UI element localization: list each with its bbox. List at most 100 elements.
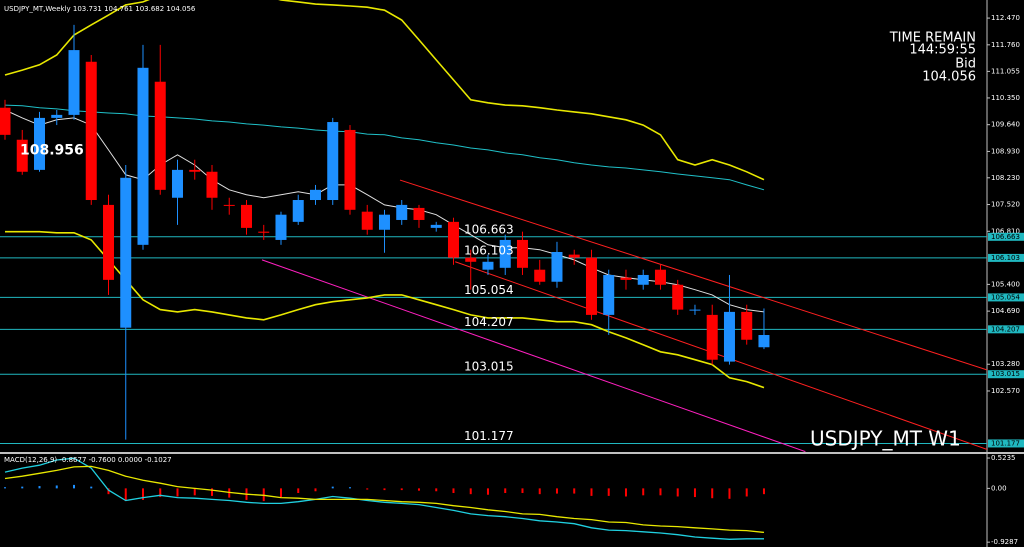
candle-body [171, 169, 183, 198]
y-tick-label: 110.350 [991, 94, 1020, 102]
y-tick-label: 0.00 [991, 484, 1007, 492]
candle-body [0, 107, 11, 135]
histogram-bar [538, 488, 541, 495]
histogram-bar [521, 488, 524, 493]
y-tick-label: 111.760 [991, 41, 1020, 49]
histogram-bar [452, 488, 455, 493]
level-box [988, 370, 1024, 379]
indicator-line [4, 109, 765, 313]
histogram-bar [504, 488, 507, 493]
y-tick-label: 102.570 [991, 387, 1020, 395]
candle-body [396, 204, 408, 220]
watermark: USDJPY_MT W1 [810, 427, 961, 451]
macd-title: MACD(12,26,9) -0.8677 -0.7600 0.0000 -0.… [4, 456, 172, 464]
time-remain: 144:59:55 [909, 43, 976, 58]
histogram-bar [383, 488, 386, 491]
candle-body [447, 221, 459, 258]
candle-body [551, 251, 563, 282]
histogram-bar [590, 488, 593, 496]
candle-body [292, 200, 304, 222]
histogram-bar [4, 487, 7, 489]
candle-body [102, 204, 114, 280]
histogram-bar [159, 488, 162, 498]
bid-label: Bid [955, 57, 976, 72]
candle-body [120, 177, 132, 328]
macd-plot [4, 457, 765, 540]
candle-body [637, 274, 649, 285]
level-axis-label: 106.103 [991, 254, 1020, 262]
main-plot [0, 0, 987, 452]
histogram-bar [728, 488, 731, 499]
indicator-line [5, 230, 765, 389]
histogram-bar [693, 488, 696, 498]
histogram-bar [573, 488, 576, 494]
candle-body [258, 231, 270, 233]
y-tick-label: -0.9287 [991, 538, 1018, 546]
y-tick-label: 0.5235 [991, 454, 1016, 462]
candle-body [534, 269, 546, 282]
histogram-bar [348, 487, 351, 489]
histogram-bar [176, 488, 179, 497]
indicator-line [4, 104, 765, 191]
histogram-bar [193, 488, 196, 496]
candle-body [516, 239, 528, 268]
y-tick-label: 105.400 [991, 280, 1020, 288]
y-tick-label: 106.810 [991, 227, 1020, 235]
candle-body [672, 284, 684, 310]
candle-body [499, 239, 511, 268]
histogram-bar [279, 488, 282, 498]
bid-value: 104.056 [922, 70, 976, 85]
histogram-bar [762, 488, 765, 495]
candle-body [465, 257, 477, 262]
candle-body [741, 311, 753, 340]
level-box [988, 325, 1024, 334]
price-marker-label: 108.956 [20, 142, 84, 158]
level-label: 106.103 [464, 243, 514, 257]
candle-body [16, 139, 28, 172]
time-remain-label: TIME REMAIN [889, 31, 976, 46]
candle-body [620, 277, 632, 280]
candle-body [361, 211, 373, 230]
level-box [988, 293, 1024, 302]
candle-body [68, 50, 80, 115]
histogram-bar [210, 488, 213, 496]
histogram-bar [55, 485, 58, 489]
candle-body [758, 335, 770, 348]
y-tick-label: 104.690 [991, 307, 1020, 315]
y-tick-label: 107.520 [991, 201, 1020, 209]
level-label: 103.015 [464, 360, 514, 374]
level-axis-label: 104.207 [991, 325, 1020, 333]
candle-body [706, 314, 718, 360]
level-axis-label: 105.054 [991, 293, 1020, 301]
trendline [399, 179, 987, 371]
histogram-bar [141, 488, 144, 500]
candle-body [85, 61, 97, 201]
y-tick-label: 108.230 [991, 174, 1020, 182]
level-label: 101.177 [464, 429, 514, 443]
level-axis-label: 103.015 [991, 370, 1020, 378]
histogram-bar [21, 486, 24, 489]
candle-body [34, 117, 46, 170]
histogram-bar [331, 486, 334, 489]
candle-body [689, 309, 701, 311]
macd-line [4, 465, 765, 534]
y-tick-label: 111.055 [991, 67, 1020, 75]
histogram-bar [417, 488, 420, 491]
histogram-bar [314, 488, 317, 492]
candle-body [413, 207, 425, 220]
candle-body [585, 257, 597, 315]
candle-body [378, 214, 390, 230]
histogram-bar [745, 488, 748, 497]
histogram-bar [469, 488, 472, 495]
trendline [455, 261, 987, 450]
level-box [988, 232, 1024, 241]
level-label: 105.054 [464, 283, 514, 297]
candle-body [327, 122, 339, 201]
candle-body [275, 214, 287, 240]
candle-body [51, 114, 63, 118]
candle-body [154, 81, 166, 190]
y-tick-label: 108.930 [991, 147, 1020, 155]
chart-title: USDJPY_MT,Weekly 103.731 104.761 103.682… [4, 5, 196, 13]
